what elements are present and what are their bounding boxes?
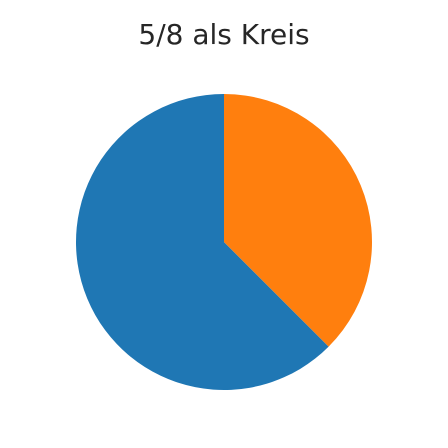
pie-slice-1 (76, 94, 329, 390)
pie-slice-2 (224, 94, 372, 347)
chart-title: 5/8 als Kreis (138, 18, 309, 51)
pie-slices (76, 94, 372, 390)
